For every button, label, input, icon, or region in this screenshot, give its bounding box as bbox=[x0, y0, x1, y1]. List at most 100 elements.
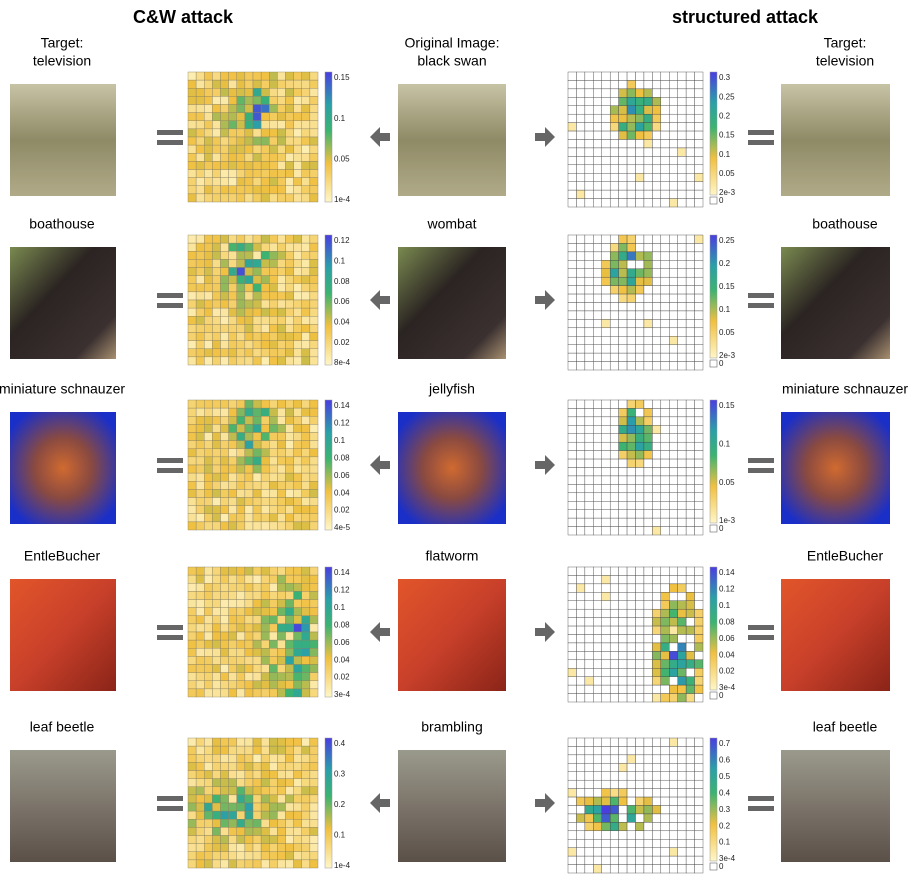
heatmap-cell bbox=[212, 623, 221, 633]
heatmap-cell bbox=[252, 448, 262, 458]
heatmap-cell bbox=[285, 680, 294, 690]
heatmap-cell bbox=[584, 592, 594, 601]
heatmap-cell bbox=[593, 113, 602, 123]
heatmap-cell bbox=[609, 617, 619, 627]
colorbar-label: 0.12 bbox=[334, 586, 350, 595]
heatmap-cell bbox=[669, 399, 678, 409]
heatmap-cell bbox=[660, 484, 670, 494]
heatmap-cell bbox=[626, 805, 636, 815]
heatmap-cell bbox=[252, 424, 262, 433]
heatmap-cell bbox=[187, 112, 197, 121]
heatmap-cell bbox=[187, 623, 197, 633]
heatmap-cell bbox=[677, 139, 687, 149]
heatmap-cell bbox=[212, 737, 221, 747]
colorbar-label: 0.02 bbox=[334, 338, 350, 347]
heatmap-cell bbox=[618, 122, 628, 132]
heatmap-cell bbox=[660, 399, 670, 409]
heatmap-cell bbox=[601, 408, 611, 418]
heatmap-cell bbox=[293, 754, 302, 763]
heatmap-cell bbox=[601, 344, 611, 354]
heatmap-cell bbox=[618, 651, 628, 661]
heatmap-cell bbox=[626, 173, 636, 182]
heatmap-cell bbox=[626, 625, 636, 635]
heatmap-cell bbox=[694, 336, 704, 345]
heatmap-cell bbox=[601, 617, 611, 627]
heatmap-cell bbox=[609, 243, 619, 253]
heatmap-cell bbox=[285, 688, 294, 698]
heatmap-cell bbox=[669, 164, 678, 174]
heatmap-cell bbox=[309, 513, 319, 523]
heatmap-cell bbox=[252, 299, 262, 309]
heatmap-cell bbox=[643, 475, 653, 485]
heatmap-cell bbox=[277, 794, 286, 804]
heatmap-cell bbox=[567, 173, 577, 182]
heatmap-cell bbox=[277, 615, 286, 625]
heatmap-cell bbox=[669, 327, 678, 337]
heatmap-cell bbox=[220, 348, 229, 358]
heatmap-cell bbox=[285, 324, 294, 333]
heatmap-cell bbox=[576, 130, 586, 140]
heatmap-cell bbox=[212, 316, 221, 325]
heatmap-cell bbox=[660, 156, 670, 166]
heatmap-cell bbox=[236, 648, 246, 657]
heatmap-cell bbox=[601, 336, 611, 345]
heatmap-cell bbox=[567, 668, 577, 677]
heatmap-cell bbox=[660, 779, 670, 789]
heatmap-cell bbox=[244, 251, 254, 260]
heatmap-cell bbox=[584, 600, 594, 610]
heatmap-cell bbox=[260, 489, 270, 498]
heatmap-cell bbox=[669, 566, 678, 576]
heatmap-cell bbox=[593, 475, 602, 485]
heatmap-cell bbox=[220, 843, 229, 852]
heatmap-cell bbox=[293, 648, 302, 657]
arrow-left bbox=[370, 127, 390, 147]
colorbar-label: 0.05 bbox=[719, 328, 735, 337]
heatmap-cell bbox=[677, 416, 687, 426]
heatmap-cell bbox=[195, 275, 205, 284]
heatmap-cell bbox=[309, 234, 319, 244]
heatmap-cell bbox=[309, 456, 319, 466]
heatmap-cell bbox=[677, 608, 687, 618]
heatmap-cell bbox=[584, 458, 594, 468]
heatmap-cell bbox=[567, 746, 577, 756]
heatmap-cell bbox=[204, 599, 213, 608]
heatmap-cell bbox=[187, 472, 197, 482]
heatmap-cell bbox=[593, 526, 602, 536]
heatmap-cell bbox=[652, 509, 662, 519]
heatmap-cell bbox=[660, 113, 670, 123]
heatmap-cell bbox=[601, 676, 611, 686]
heatmap-cell bbox=[301, 144, 311, 154]
heatmap-cell bbox=[652, 746, 662, 756]
heatmap-cell bbox=[269, 71, 278, 81]
heatmap-cell bbox=[244, 299, 254, 309]
colorbar-label: 0.1 bbox=[719, 305, 731, 314]
heatmap-cell bbox=[220, 275, 229, 284]
heatmap-cell bbox=[285, 416, 294, 425]
heatmap-cell bbox=[195, 489, 205, 498]
colorbar-label: 0.12 bbox=[334, 236, 350, 245]
heatmap-cell bbox=[285, 128, 294, 138]
heatmap-cell bbox=[187, 299, 197, 309]
heatmap-cell bbox=[601, 805, 611, 815]
heatmap-cell bbox=[618, 88, 628, 98]
heatmap-cell bbox=[228, 112, 237, 121]
heatmap-cell bbox=[593, 173, 602, 182]
heatmap-cell bbox=[576, 416, 586, 426]
heatmap-cell bbox=[601, 475, 611, 485]
heatmap-cell bbox=[301, 283, 311, 293]
heatmap-cell bbox=[694, 754, 704, 764]
heatmap-cell bbox=[293, 574, 302, 584]
heatmap-cell bbox=[618, 139, 628, 149]
arrow-right bbox=[535, 127, 555, 147]
heatmap-cell bbox=[593, 458, 602, 468]
heatmap-cell bbox=[669, 737, 678, 747]
heatmap-cell bbox=[685, 592, 695, 601]
heatmap-cell bbox=[301, 104, 311, 113]
heatmap-cell bbox=[301, 316, 311, 325]
heatmap-cell bbox=[677, 285, 687, 295]
heatmap-cell bbox=[260, 481, 270, 490]
heatmap-cell bbox=[593, 566, 602, 576]
heatmap-cell bbox=[236, 505, 246, 514]
heatmap-cell bbox=[244, 794, 254, 804]
heatmap-cell bbox=[244, 648, 254, 657]
